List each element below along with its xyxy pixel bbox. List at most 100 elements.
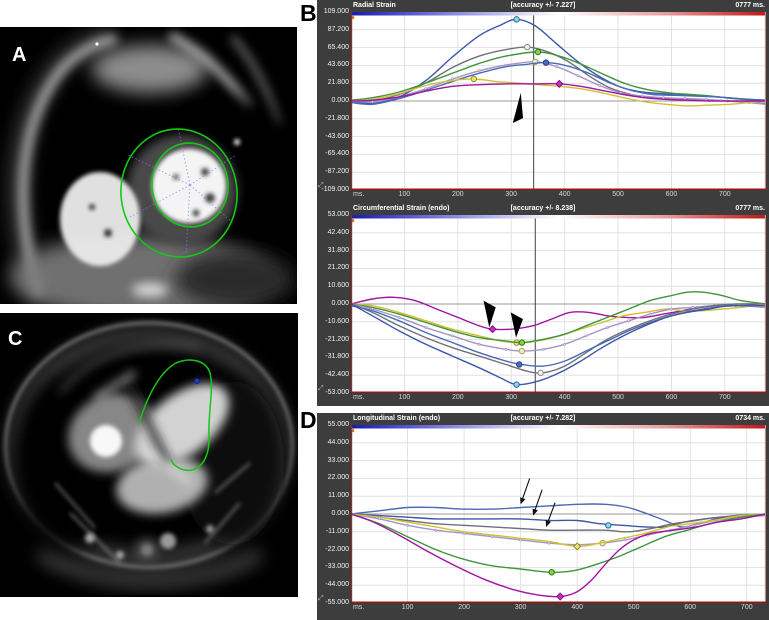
chart-time: 0734 ms. xyxy=(735,415,765,422)
y-tick-label: 31.800 xyxy=(327,246,349,254)
x-axis-labels: ms. 100 200 300 400 500 600 700 xyxy=(317,393,769,405)
rv-trabeculation xyxy=(104,229,112,237)
peak-marker-segment-gray[interactable] xyxy=(537,369,544,377)
resize-icon: ⤢ xyxy=(318,595,324,602)
papillary-muscle xyxy=(201,168,209,176)
x-tick-label: 200 xyxy=(451,191,464,198)
chart-header: Radial Strain [accuracy +/- 7.227] 0777 … xyxy=(317,0,769,12)
curve-point-dot xyxy=(584,334,588,338)
curve-point-dot xyxy=(477,69,481,73)
y-tick-label: -87.200 xyxy=(325,168,349,176)
epicardial-contour xyxy=(120,128,238,258)
peak-marker-segment-magenta[interactable] xyxy=(488,325,497,334)
curve-segment-green xyxy=(351,51,766,102)
y-tick-label: -55.000 xyxy=(325,599,349,606)
arrowhead-annotation xyxy=(512,92,523,123)
peak-marker-segment-green[interactable] xyxy=(518,339,526,346)
panel-label-b: B xyxy=(300,0,317,26)
y-tick-label: 42.400 xyxy=(327,228,349,236)
y-tick-label: -31.800 xyxy=(325,353,349,361)
x-tick-label: 100 xyxy=(401,604,414,611)
y-tick-label: 0.000 xyxy=(331,510,349,517)
x-tick-label: 300 xyxy=(505,191,518,198)
chart-accuracy: [accuracy +/- 7.282] xyxy=(510,415,576,422)
y-tick-label: 53.000 xyxy=(327,211,349,218)
x-tick-label: 400 xyxy=(558,191,571,198)
curve-point-dot xyxy=(648,312,652,316)
rib-streak xyxy=(229,34,282,126)
x-tick-label: 400 xyxy=(558,394,571,401)
peak-marker-segment-gray[interactable] xyxy=(524,43,531,51)
curve-segment-green xyxy=(351,513,766,574)
y-tick-label: 43.600 xyxy=(327,61,349,69)
arrowhead-annotation xyxy=(510,312,523,338)
papillary-muscle xyxy=(205,193,215,203)
y-tick-label: -44.000 xyxy=(325,581,349,589)
peak-marker-segment-green[interactable] xyxy=(548,569,555,576)
mitral-inflow xyxy=(148,451,192,485)
curve-segment-green xyxy=(351,291,766,344)
curve-point-dot xyxy=(555,65,559,69)
peak-marker-segment-blue-dark[interactable] xyxy=(605,522,612,529)
y-tick-label: 0.000 xyxy=(331,300,349,307)
chart-title: Longitudinal Strain (endo) xyxy=(353,415,441,422)
peak-marker-segment-blue[interactable] xyxy=(542,59,550,66)
peak-marker-segment-magenta[interactable] xyxy=(555,79,564,88)
descending-aorta xyxy=(160,533,176,549)
y-tick-label: 0.000 xyxy=(331,97,349,104)
y-tick-label: -42.400 xyxy=(325,371,349,379)
peak-marker-segment-yellow[interactable] xyxy=(573,542,582,551)
peak-marker-segment-yellow[interactable] xyxy=(470,75,478,83)
arrow-annotation-head xyxy=(545,519,551,527)
short-axis-mri-image: A xyxy=(0,27,297,304)
x-tick-label: 500 xyxy=(612,191,624,198)
peak-marker-segment-blue[interactable] xyxy=(516,361,523,368)
chart-header: Longitudinal Strain (endo) [accuracy +/-… xyxy=(317,413,769,425)
x-tick-label: 200 xyxy=(451,394,464,401)
bright-spot xyxy=(234,139,240,145)
curve-point-dot xyxy=(563,342,567,346)
curve-point-dot xyxy=(691,523,695,527)
endocardial-contour xyxy=(151,142,229,228)
peak-marker-segment-magenta[interactable] xyxy=(556,592,565,601)
arrow-annotation-head xyxy=(520,497,526,505)
curve-segment-blue xyxy=(351,61,766,106)
reference-point-marker xyxy=(194,378,200,384)
panel-label-c: C xyxy=(8,328,22,350)
bright-vessel xyxy=(132,283,168,297)
curve-segment-gray xyxy=(351,513,766,533)
y-tick-label: 21.800 xyxy=(327,79,349,87)
x-tick-label: 300 xyxy=(514,604,527,611)
curve-point-dot xyxy=(623,538,627,542)
peak-marker-segment-green[interactable] xyxy=(534,48,542,56)
curve-point-dot xyxy=(504,347,508,351)
vessel-cross-section xyxy=(116,551,124,559)
x-tick-label: 600 xyxy=(684,604,697,611)
peak-marker-segment-blue-dark[interactable] xyxy=(513,381,520,388)
panel-b-charts: Radial Strain [accuracy +/- 7.227] 0777 … xyxy=(317,0,769,406)
header-gradient-strip xyxy=(351,12,766,16)
peak-marker-segment-lavender[interactable] xyxy=(518,347,526,355)
x-axis-unit-label: ms. xyxy=(353,191,365,198)
x-tick-label: 500 xyxy=(627,604,640,611)
y-tick-label: -21.800 xyxy=(325,114,349,122)
y-tick-label: -10.600 xyxy=(325,317,349,325)
y-tick-label: -43.600 xyxy=(325,132,349,140)
arrow-annotation-stem xyxy=(534,489,543,510)
y-tick-label: 44.000 xyxy=(327,438,349,446)
x-tick-label: 700 xyxy=(719,394,731,401)
spinal-canal xyxy=(141,544,153,556)
x-axis-labels: ms. 100 200 300 400 500 600 700 xyxy=(317,603,769,615)
curve-point-dot xyxy=(576,74,580,78)
curve-point-dot xyxy=(370,100,374,104)
curve-segment-yellow xyxy=(351,78,766,107)
y-tick-label: -22.000 xyxy=(325,545,349,553)
peak-marker-segment-blue-dark[interactable] xyxy=(513,16,520,23)
curve-point-dot xyxy=(477,342,481,346)
x-tick-label: 200 xyxy=(458,604,470,611)
y-tick-label: -109.000 xyxy=(321,186,349,193)
vessel-cross-section xyxy=(85,533,95,543)
circumferential-strain-chart: Circumferential Strain (endo) [accuracy … xyxy=(317,203,769,405)
x-tick-label: 700 xyxy=(740,604,753,611)
